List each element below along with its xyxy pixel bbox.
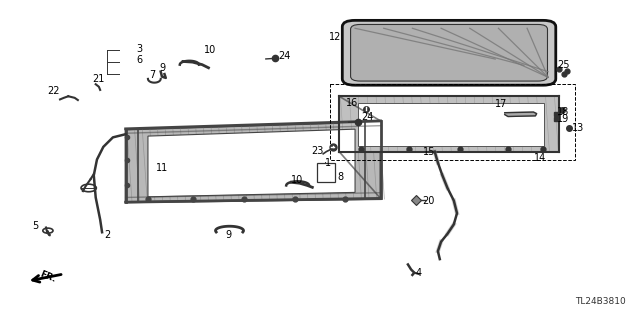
Text: 13: 13: [572, 123, 584, 133]
Polygon shape: [339, 96, 559, 152]
Text: 23: 23: [312, 146, 324, 156]
Text: TL24B3810: TL24B3810: [575, 297, 626, 306]
Text: 17: 17: [495, 99, 508, 109]
Text: 3: 3: [136, 44, 143, 54]
Text: 8: 8: [337, 172, 343, 182]
Text: 20: 20: [422, 196, 435, 206]
Text: 10: 10: [291, 175, 303, 185]
Text: 21: 21: [92, 74, 104, 84]
Text: 18: 18: [557, 107, 570, 117]
Text: 25: 25: [557, 60, 570, 70]
Text: 2: 2: [104, 230, 111, 240]
Text: 11: 11: [156, 163, 168, 173]
Polygon shape: [358, 103, 544, 146]
Text: 5: 5: [32, 221, 38, 231]
Text: 1: 1: [325, 158, 332, 168]
Text: 16: 16: [346, 98, 358, 108]
Text: 24: 24: [278, 51, 291, 61]
Text: 22: 22: [47, 85, 60, 96]
Bar: [317, 163, 335, 182]
Text: 9: 9: [159, 63, 166, 73]
FancyBboxPatch shape: [342, 20, 556, 85]
Text: 6: 6: [136, 55, 143, 65]
FancyBboxPatch shape: [351, 25, 547, 81]
Polygon shape: [148, 129, 355, 197]
Text: FR.: FR.: [38, 270, 56, 285]
Text: 14: 14: [534, 153, 546, 163]
Text: 4: 4: [415, 268, 422, 278]
Text: 9: 9: [226, 230, 232, 240]
Text: 19: 19: [557, 114, 570, 124]
Polygon shape: [505, 112, 537, 116]
Text: 15: 15: [423, 147, 436, 157]
Text: 7: 7: [149, 70, 156, 80]
Text: 12: 12: [330, 32, 342, 42]
Text: 10: 10: [204, 45, 216, 56]
Polygon shape: [125, 122, 381, 202]
Text: 24: 24: [362, 112, 374, 122]
